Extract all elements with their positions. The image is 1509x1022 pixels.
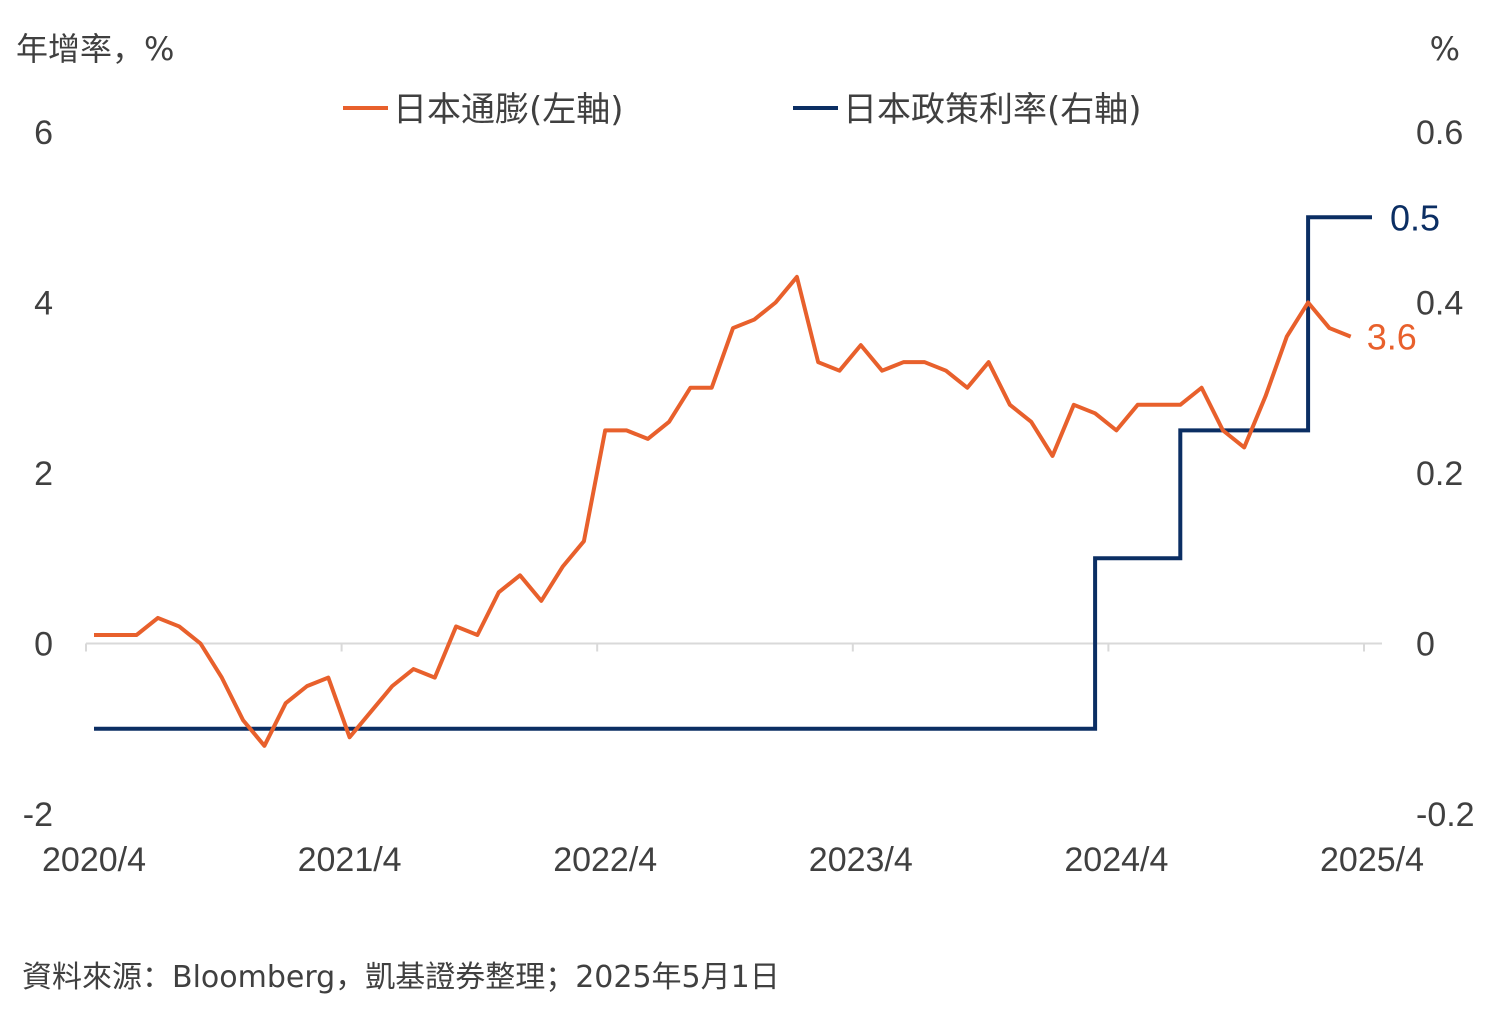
x-tick-label: 2020/4 — [42, 841, 146, 879]
left-tick-label: -2 — [23, 796, 53, 834]
right-tick-label: 0.2 — [1416, 455, 1463, 493]
series-layer: 0.5 3.6 — [94, 197, 1440, 748]
right-tick-label: -0.2 — [1416, 796, 1475, 834]
right-axis-ticks: 0.6 0.4 0.2 0 -0.2 — [1416, 114, 1475, 834]
inflation-line — [94, 274, 1352, 748]
legend-label-inflation: 日本通膨(左軸) — [393, 90, 624, 130]
right-tick-label: 0 — [1416, 626, 1435, 664]
left-axis-unit: 年增率，% — [16, 30, 174, 68]
right-tick-label: 0.6 — [1416, 114, 1463, 152]
left-tick-label: 4 — [34, 285, 53, 323]
inflation-end-label: 3.6 — [1367, 317, 1417, 358]
right-tick-label: 0.4 — [1416, 285, 1463, 323]
right-axis-unit: % — [1430, 30, 1460, 68]
left-tick-label: 0 — [34, 626, 53, 664]
left-tick-label: 6 — [34, 114, 53, 152]
left-tick-label: 2 — [34, 455, 53, 493]
policy-rate-end-label: 0.5 — [1390, 197, 1440, 238]
x-tick-label: 2022/4 — [553, 841, 657, 879]
left-axis-ticks: 6 4 2 0 -2 — [23, 114, 53, 834]
x-tick-label: 2024/4 — [1064, 841, 1168, 879]
x-tick-label: 2021/4 — [298, 841, 402, 879]
policy-rate-line — [94, 215, 1372, 731]
legend: 日本通膨(左軸) 日本政策利率(右軸) — [343, 90, 1142, 130]
x-tick-label: 2023/4 — [809, 841, 913, 879]
legend-label-policy-rate: 日本政策利率(右軸) — [843, 90, 1142, 130]
x-tick-label: 2025/4 — [1320, 841, 1424, 879]
x-axis: 2020/4 2021/4 2022/4 2023/4 2024/4 2025/4 — [42, 642, 1424, 879]
source-note: 資料來源：Bloomberg，凱基證券整理；2025年5月1日 — [22, 960, 780, 995]
